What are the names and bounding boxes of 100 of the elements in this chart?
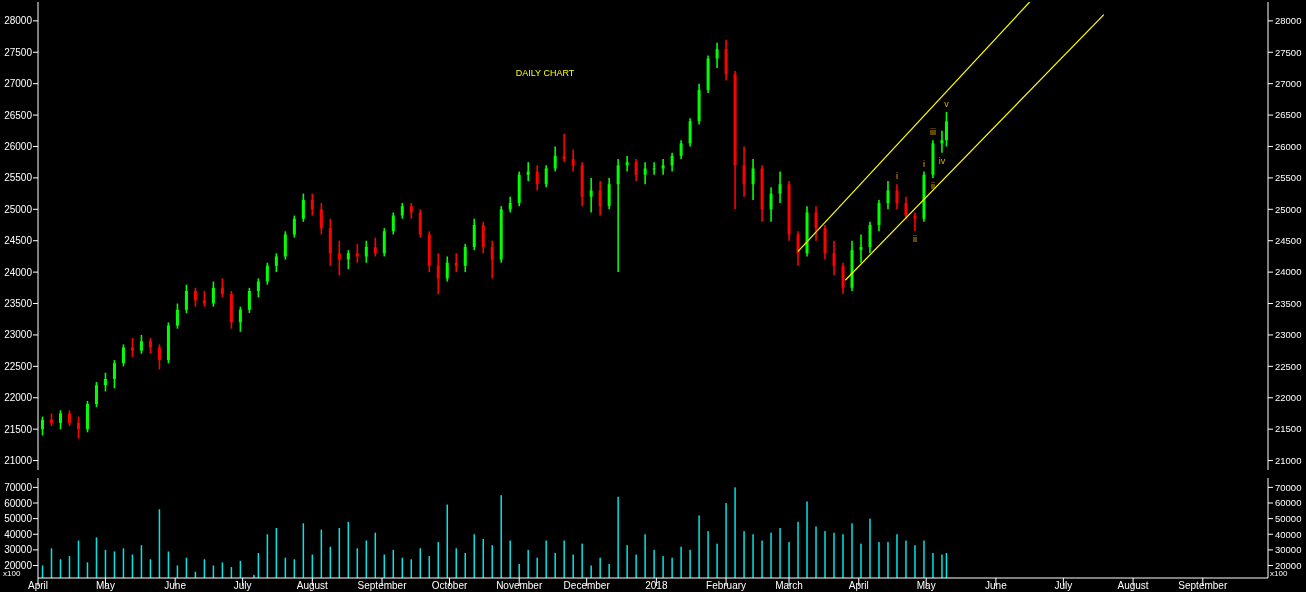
y-tick-label: 27500 bbox=[4, 46, 33, 58]
candlestick bbox=[103, 371, 107, 393]
y-tick-label: 22000 bbox=[4, 392, 33, 404]
x-tick-label: August bbox=[1117, 580, 1149, 591]
candlestick bbox=[283, 230, 287, 261]
candlestick bbox=[256, 277, 260, 299]
candlestick bbox=[562, 133, 566, 163]
annotation: i bbox=[895, 171, 898, 182]
candlestick bbox=[94, 381, 98, 408]
candlestick bbox=[769, 186, 773, 223]
candlestick bbox=[301, 192, 305, 223]
y2-tick-label: 40000 bbox=[1275, 528, 1302, 540]
candlestick bbox=[58, 409, 62, 430]
candlestick bbox=[220, 277, 224, 299]
y-tick-label: 20000 bbox=[4, 560, 33, 571]
x-tick-label: November bbox=[496, 580, 543, 591]
y-tick-label: 22500 bbox=[4, 360, 33, 372]
y2-tick-label: 22000 bbox=[1275, 392, 1302, 404]
candlestick bbox=[688, 117, 692, 148]
candlestick bbox=[337, 239, 341, 277]
annotation: ii bbox=[930, 180, 935, 191]
y-tick-label: 27000 bbox=[4, 78, 33, 90]
candlestick bbox=[274, 252, 278, 273]
x-tick-label: September bbox=[357, 580, 408, 591]
candlestick bbox=[859, 233, 863, 264]
annotation: v bbox=[944, 98, 950, 109]
y-tick-label: 25000 bbox=[4, 203, 33, 215]
candlestick bbox=[589, 177, 593, 214]
x-tick-label: July bbox=[1054, 580, 1073, 591]
candlestick bbox=[265, 261, 269, 286]
x-tick-label: May bbox=[96, 580, 115, 591]
candlestick bbox=[751, 158, 755, 201]
candlestick bbox=[913, 211, 917, 233]
candlestick bbox=[355, 243, 359, 264]
y-tick-label: 50000 bbox=[4, 513, 33, 525]
candlestick bbox=[472, 217, 476, 251]
candlestick bbox=[598, 180, 602, 217]
candlestick bbox=[886, 180, 890, 211]
y2-tick-label: 27500 bbox=[1275, 46, 1302, 58]
candlestick bbox=[841, 261, 845, 295]
x-tick-label: February bbox=[706, 580, 747, 591]
x-tick-label: April bbox=[848, 580, 869, 591]
y-axis-title: x100 bbox=[3, 569, 21, 578]
candlestick bbox=[463, 243, 467, 273]
y2-tick-label: 27000 bbox=[1275, 77, 1302, 89]
candlestick bbox=[193, 287, 197, 308]
y2-tick-label: 26000 bbox=[1275, 140, 1302, 152]
y2-tick-label: 20000 bbox=[1275, 559, 1302, 571]
x-tick-label: September bbox=[1178, 580, 1228, 591]
x-tick-label: December bbox=[563, 580, 611, 591]
candlestick bbox=[382, 227, 386, 258]
y-tick-label: 23000 bbox=[4, 329, 33, 341]
y2-tick-label: 28000 bbox=[1275, 15, 1302, 27]
annotation: iii bbox=[929, 127, 936, 138]
candlestick bbox=[643, 161, 647, 185]
y2-tick-label: 23500 bbox=[1275, 297, 1302, 309]
candlestick bbox=[481, 221, 485, 255]
candlestick bbox=[940, 129, 944, 154]
candlestick bbox=[76, 415, 80, 440]
candlestick bbox=[139, 334, 143, 355]
y2-tick-label: 70000 bbox=[1275, 481, 1302, 493]
candlestick bbox=[373, 236, 377, 258]
candlestick bbox=[454, 252, 458, 273]
candlestick bbox=[868, 221, 872, 255]
y2-tick-label: 50000 bbox=[1275, 512, 1302, 524]
candlestick bbox=[292, 214, 296, 239]
y2-axis-title: x100 bbox=[1270, 569, 1288, 578]
candlestick bbox=[661, 158, 665, 176]
candlestick bbox=[175, 302, 179, 330]
y-tick-label: 30000 bbox=[4, 544, 33, 556]
candlestick bbox=[715, 42, 719, 69]
candlestick bbox=[391, 211, 395, 236]
y-tick-label: 24000 bbox=[4, 266, 33, 278]
y2-tick-label: 25000 bbox=[1275, 203, 1302, 215]
candlestick bbox=[814, 205, 818, 242]
candlestick bbox=[238, 305, 242, 333]
candlestick bbox=[121, 343, 125, 368]
y2-tick-label: 21000 bbox=[1275, 454, 1302, 466]
candlestick bbox=[778, 170, 782, 204]
y-tick-label: 70000 bbox=[4, 481, 33, 493]
candlestick bbox=[67, 409, 71, 427]
y2-tick-label: 60000 bbox=[1275, 497, 1302, 509]
candlestick bbox=[445, 255, 449, 283]
x-tick-label: April bbox=[27, 580, 49, 591]
candlestick bbox=[652, 161, 656, 176]
candlestick bbox=[553, 145, 557, 173]
candlestick bbox=[895, 183, 899, 211]
y-tick-label: 40000 bbox=[4, 528, 33, 540]
candlestick bbox=[832, 239, 836, 277]
candlestick bbox=[571, 148, 575, 173]
candlestick bbox=[49, 412, 53, 427]
y-tick-label: 28000 bbox=[4, 15, 33, 27]
y2-tick-label: 26500 bbox=[1275, 109, 1302, 121]
candlestick bbox=[364, 239, 368, 264]
x-tick-label: June bbox=[164, 580, 187, 591]
y2-tick-label: 21500 bbox=[1275, 423, 1302, 435]
x-tick-label: May bbox=[916, 580, 936, 591]
y2-tick-label: 24000 bbox=[1275, 266, 1302, 278]
y-tick-label: 23500 bbox=[4, 298, 33, 310]
candlestick bbox=[904, 195, 908, 220]
